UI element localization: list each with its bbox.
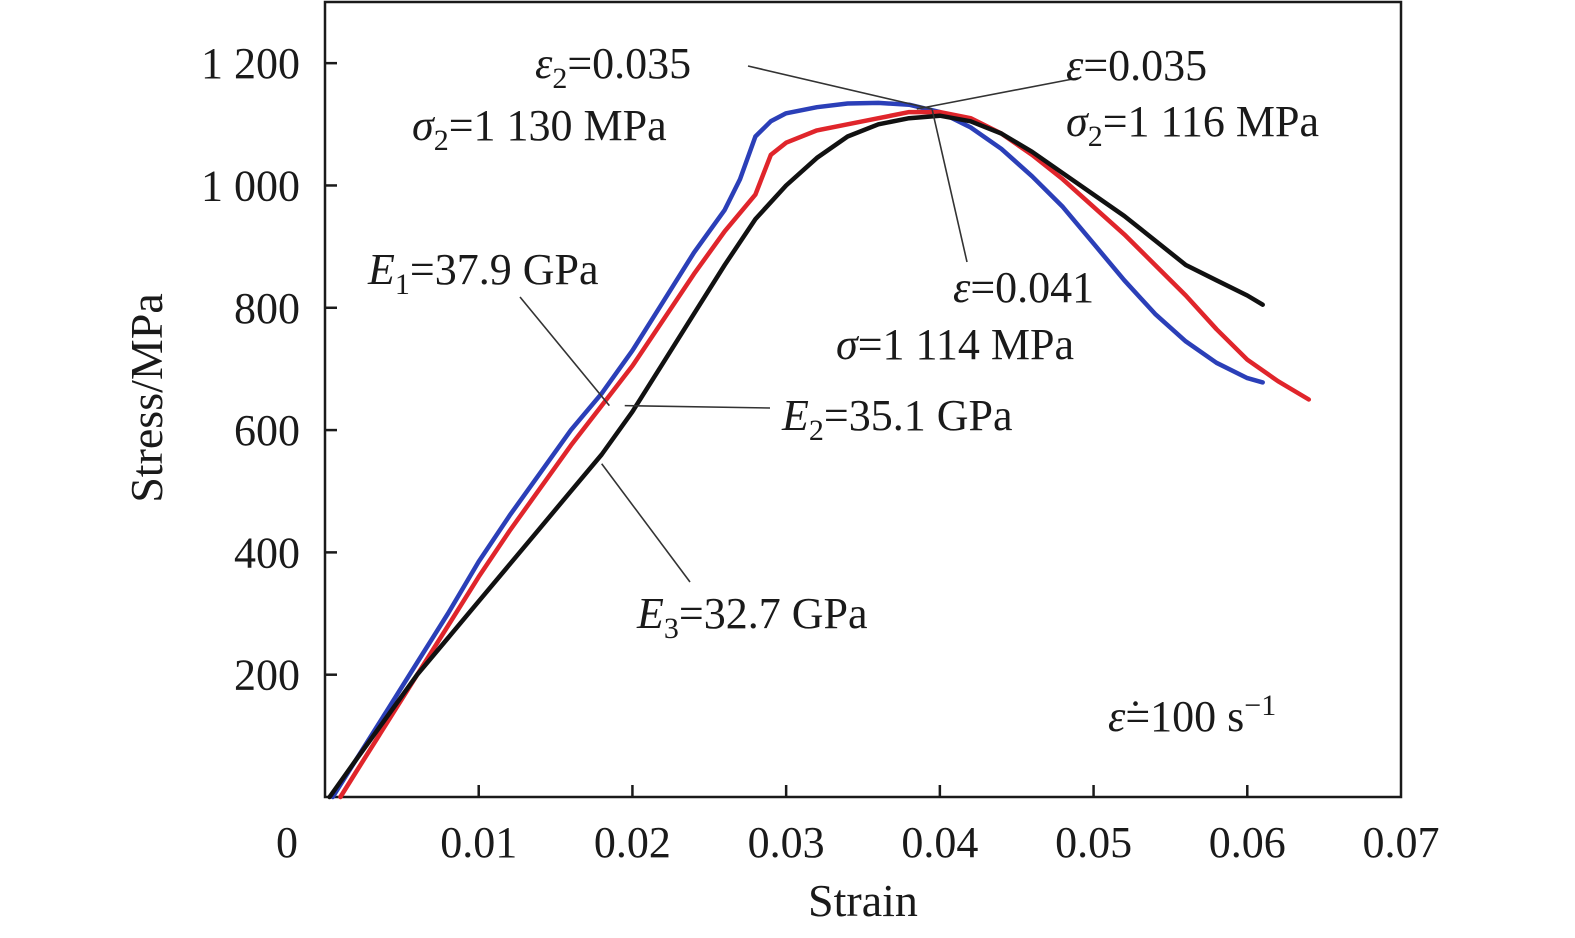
annotation-superscript: −1 — [1244, 689, 1276, 722]
annotation-subscript: 2 — [552, 62, 567, 95]
annotation-subscript: 2 — [809, 414, 824, 447]
annotation-subscript: 2 — [434, 124, 449, 157]
annotation-peak-black-strain: ε=0.041 — [953, 263, 1094, 312]
annotation-symbol: E — [367, 245, 395, 294]
annotation-subscript: 2 — [1088, 120, 1103, 153]
annotation-text: =0.041 — [970, 263, 1094, 312]
series-line-1 — [330, 100, 1265, 800]
y-axis-title: Stress/MPa — [121, 293, 172, 503]
annotation-text: =37.9 GPa — [410, 245, 599, 294]
x-tick-label: 0.05 — [1055, 818, 1132, 867]
annotation-subscript: 3 — [664, 612, 679, 645]
annotation-text: =0.035 — [567, 39, 691, 88]
annotation-text: =0.035 — [1083, 41, 1207, 90]
annotation-symbol: E — [781, 391, 809, 440]
x-tick-label: 0.07 — [1363, 818, 1440, 867]
annotation-text: =1 114 MPa — [858, 320, 1074, 369]
y-tick-label: 400 — [234, 528, 300, 577]
x-tick-label: 0.03 — [748, 818, 825, 867]
annotation-peak-red-strain: ε=0.035 — [1066, 41, 1207, 90]
x-tick-label: 0.01 — [440, 818, 517, 867]
annotation-leader-line — [931, 109, 968, 263]
annotation-leader-line — [519, 296, 610, 407]
y-tick-label: 800 — [234, 284, 300, 333]
tick-group: 0 0.01 0.02 0.03 0.04 0.05 0.06 0.07 200 400 600 80… — [201, 39, 1440, 867]
series-line-3 — [327, 113, 1265, 800]
annotation-peak-black-stress: σ=1 114 MPa — [836, 320, 1074, 369]
annotation-e1: E1=37.9 GPa — [367, 245, 598, 301]
annotation-text: =100 s — [1125, 692, 1244, 741]
annotation-peak-red-stress: σ2=1 116 MPa — [1066, 97, 1319, 153]
leader-lines — [519, 65, 1079, 583]
annotation-leader-line — [916, 77, 1079, 110]
annotation-text: =1 130 MPa — [449, 101, 667, 150]
x-tick-label: 0 — [276, 818, 298, 867]
annotation-symbol: ε — [1066, 41, 1084, 90]
annotation-symbol: σ — [836, 320, 860, 369]
plot-frame — [323, 0, 1403, 799]
y-tick-label: 200 — [234, 651, 300, 700]
annotation-e3: E3=32.7 GPa — [636, 589, 867, 645]
series-group — [327, 100, 1312, 800]
annotation-symbol: ε — [535, 39, 553, 88]
annotation-text: =32.7 GPa — [679, 589, 868, 638]
annotation-leader-line — [601, 463, 691, 583]
y-tick-label: 600 — [234, 406, 300, 455]
annotation-symbol: ε — [953, 263, 971, 312]
annotation-symbol: σ — [412, 101, 436, 150]
x-axis-title: Strain — [808, 875, 918, 926]
annotation-peak-blue-strain: ε2=0.035 — [535, 39, 691, 95]
annotation-symbol: E — [636, 589, 664, 638]
annotation-subscript: 1 — [395, 268, 410, 301]
x-tick-label: 0.02 — [594, 818, 671, 867]
y-tick-label: 1 000 — [201, 161, 300, 210]
annotation-e2: E2=35.1 GPa — [781, 391, 1012, 447]
x-tick-label: 0.06 — [1209, 818, 1286, 867]
annotation-text: =1 116 MPa — [1103, 97, 1319, 146]
annotation-strain-rate: ε̇=100 s−1 — [1108, 689, 1276, 741]
annotation-symbol: σ — [1066, 97, 1090, 146]
annotation-leader-line — [624, 404, 771, 409]
annotation-text: =35.1 GPa — [824, 391, 1013, 440]
annotation-leader-line — [747, 65, 933, 110]
y-tick-label: 1 200 — [201, 39, 300, 88]
annotation-peak-blue-stress: σ2=1 130 MPa — [412, 101, 667, 157]
x-tick-label: 0.04 — [901, 818, 978, 867]
series-line-2 — [338, 109, 1312, 800]
